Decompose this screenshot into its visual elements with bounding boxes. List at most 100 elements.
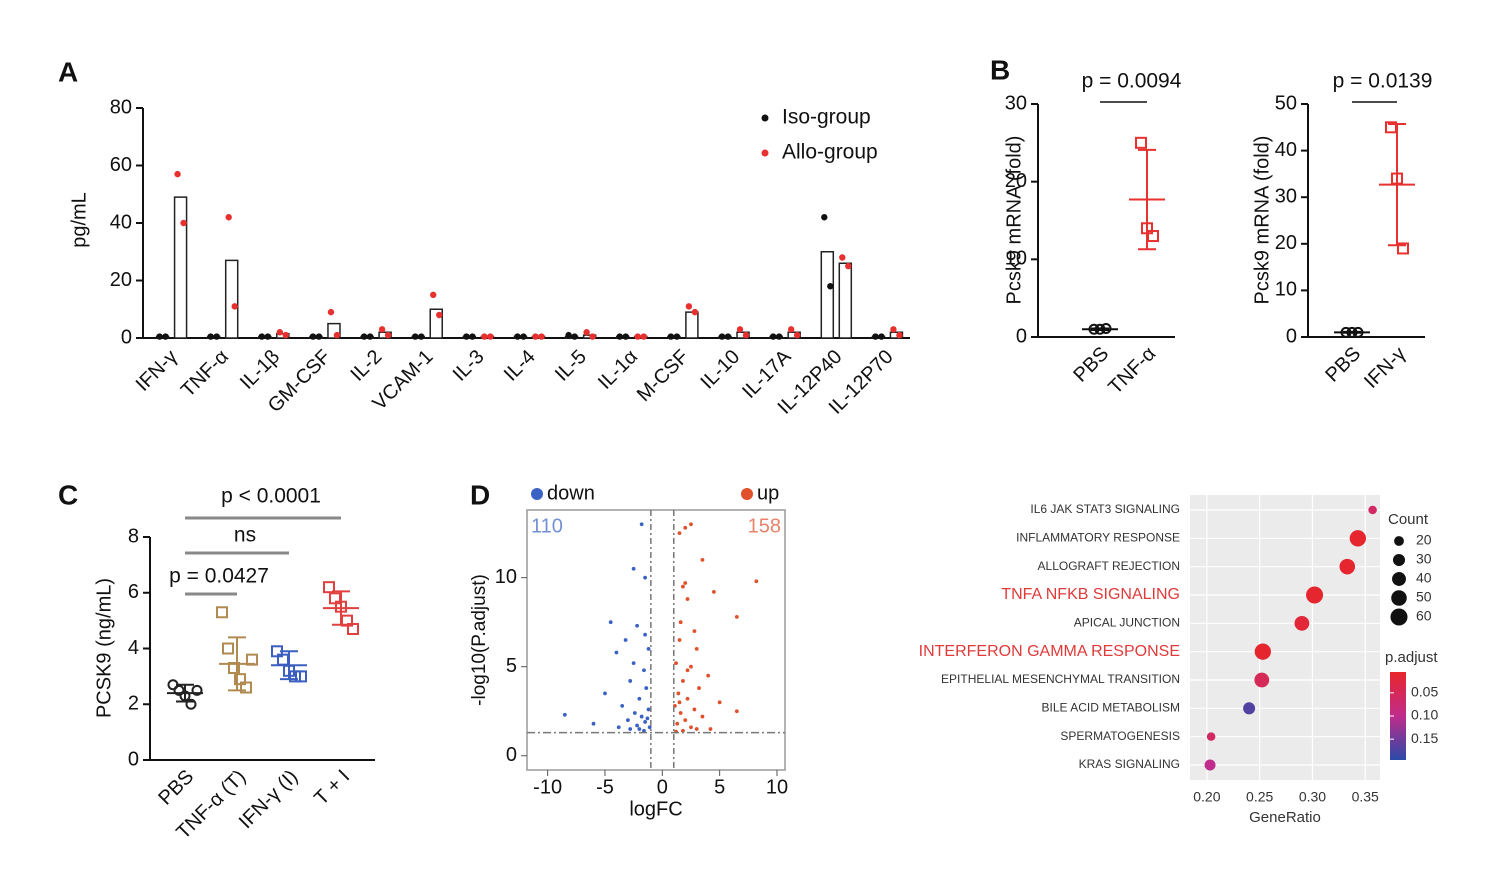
y-axis-label: Pcsk9 mRNA (fold) [1003,136,1025,305]
data-point [878,333,885,340]
y-tick-label: 30 [1275,185,1297,207]
x-tick-label: TNF-α [177,346,233,402]
data-point [258,333,266,340]
data-point [742,331,750,339]
y-tick-label: 0 [128,748,139,770]
y-tick-label: 2 [128,693,139,715]
size-legend-label: 40 [1416,570,1432,586]
data-point [685,696,690,701]
x-tick-label: PBS [154,766,198,810]
dot [1306,586,1324,604]
data-point [635,623,639,628]
data-point [683,525,688,530]
size-legend-marker [1390,608,1408,626]
legend-title: p.adjust [1385,649,1438,666]
plot-frame [526,509,786,771]
bar [838,262,853,339]
y-tick-label: 40 [1275,139,1297,161]
data-point [628,727,633,731]
size-legend-marker [1392,572,1406,586]
term-label: KRAS SIGNALING [1079,757,1180,771]
data-point [681,728,685,733]
x-axis-label: logFC [629,798,682,820]
y-tick-label: 4 [128,637,139,659]
data-point [631,566,636,571]
data-point [694,727,699,731]
data-point [644,686,649,690]
term-label: TNFA NFKB SIGNALING [1001,586,1180,603]
x-tick-label: 0.35 [1352,789,1379,805]
x-tick-label: 0.30 [1299,789,1326,805]
size-legend-marker [1394,536,1404,546]
colorbar-label: 0.10 [1411,707,1438,723]
data-point [231,303,238,310]
data-point [436,311,443,319]
y-tick-label: 20 [1275,232,1297,254]
data-point [685,303,693,310]
data-point [683,581,688,585]
data-point [646,707,651,712]
y-tick-label: 30 [1005,92,1027,114]
x-tick-label: T + I [310,766,354,810]
data-point [754,579,759,584]
data-point [631,661,636,666]
data-point [295,670,307,683]
data-point [677,638,682,642]
y-tick-label: 40 [110,211,132,233]
term-label: ALLOGRAFT REJECTION [1038,559,1180,573]
data-point [216,606,228,619]
data-point [643,632,648,637]
data-point [616,333,623,340]
data-point [708,727,713,731]
data-point [565,331,572,339]
y-tick-label: 50 [1275,92,1297,114]
data-point [692,629,697,633]
y-tick-label: 0 [1286,325,1297,347]
data-point [667,333,675,340]
data-point [616,725,621,730]
y-tick-label: 8 [128,525,139,547]
x-tick-label: 0 [657,776,668,798]
panel-label: D [470,479,490,510]
annotation: p = 0.0427 [169,565,269,588]
dot [1204,759,1216,771]
x-tick-label: IL-4 [500,346,540,386]
x-axis-label: GeneRatio [1249,809,1321,826]
y-tick-label: 10 [1275,279,1297,301]
dot [1206,732,1216,741]
data-point [685,668,690,673]
annotation: ns [234,524,256,547]
data-point [608,620,613,625]
data-point [634,333,641,340]
legend-label: up [757,482,779,504]
data-point [156,333,163,340]
data-point [463,333,470,340]
annotation: p = 0.0094 [1082,70,1182,93]
data-point [622,333,629,340]
x-tick-label: 0.20 [1193,789,1220,805]
term-label: BILE ACID METABOLISM [1042,701,1180,715]
dot [1243,702,1256,715]
data-point [635,723,639,728]
y-tick-label: 5 [506,655,517,677]
data-point [173,684,185,696]
legend-marker [531,488,543,500]
y-tick-label: 0 [121,326,132,348]
data-point [700,714,705,719]
data-point [412,333,419,340]
data-point [309,333,317,340]
annotation: p < 0.0001 [221,485,321,508]
data-point [827,283,834,290]
x-tick-label: IL-3 [449,346,489,386]
data-point [697,686,701,690]
data-point [282,331,290,339]
panel-label: B [990,54,1010,85]
data-point [589,333,596,340]
data-point [675,721,680,726]
data-point [896,331,903,339]
x-tick-label: -5 [596,776,614,798]
y-tick-label: 6 [128,581,139,603]
data-point [623,638,628,642]
data-point [264,333,272,340]
